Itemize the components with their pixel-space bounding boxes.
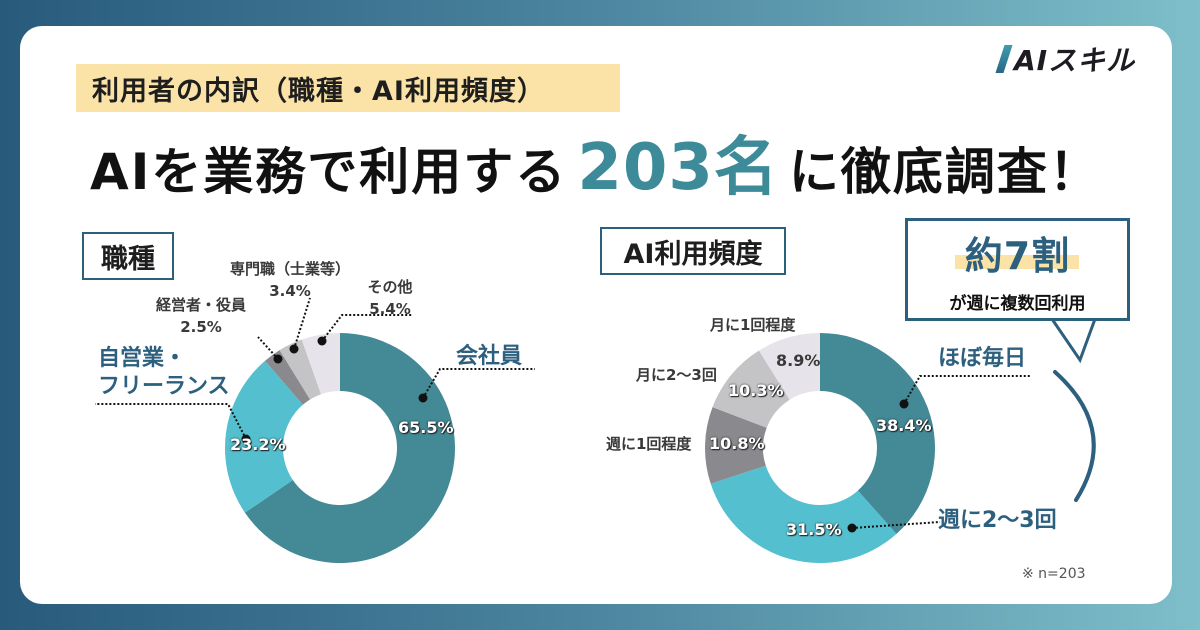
occupation-leader-lines <box>95 297 1030 529</box>
pct-weekly1: 10.8% <box>709 434 765 453</box>
label-other-pct: 5.4% <box>369 300 411 318</box>
slice-monthly1 <box>758 333 820 400</box>
label-other-name: その他 <box>367 278 413 296</box>
slice-other <box>301 333 340 395</box>
headline: AIを業務で利用する 203名 に徹底調査！ <box>90 116 1101 205</box>
slice-pro <box>279 339 322 400</box>
callout-tail <box>1050 318 1097 364</box>
slice-exec <box>265 350 311 405</box>
label-daily: ほぼ毎日 <box>938 346 1027 371</box>
label-monthly23: 月に2〜3回 <box>636 366 717 384</box>
subtitle-tag: 利用者の内訳（職種・AI利用頻度） <box>76 64 620 112</box>
label-pro: 専門職（士業等） 3.4% <box>220 258 360 302</box>
pct-weekly23: 31.5% <box>786 520 842 539</box>
pct-monthly23: 10.3% <box>728 381 784 400</box>
occupation-section-title: 職種 <box>82 232 174 280</box>
headline-pre: AIを業務で利用する <box>90 143 568 201</box>
frequency-section-title: AI利用頻度 <box>600 227 786 275</box>
slice-weekly23 <box>710 465 897 564</box>
label-exec: 経営者・役員 2.5% <box>146 294 256 338</box>
occupation-donut <box>224 333 455 563</box>
slice-weekly1 <box>705 407 767 484</box>
slice-monthly23 <box>712 350 790 428</box>
label-exec-pct: 2.5% <box>180 318 222 336</box>
callout-big-text: 約7割 <box>964 234 1071 278</box>
headline-number: 203名 <box>577 131 779 205</box>
label-weekly1: 週に1回程度 <box>606 435 692 453</box>
pct-daily: 38.4% <box>876 416 932 435</box>
label-freelance-2: フリーランス <box>98 374 230 399</box>
callout-box: 約7割 が週に複数回利用 <box>905 218 1130 321</box>
bracket-arc <box>1053 370 1096 502</box>
headline-post: に徹底調査！ <box>788 143 1101 201</box>
callout-highlight <box>955 255 1079 269</box>
label-freelance-1: 自営業・ <box>98 346 187 371</box>
label-exec-name: 経営者・役員 <box>155 296 246 314</box>
label-weekly23: 週に2〜3回 <box>938 508 1057 533</box>
brand-logo: AIスキル <box>995 42 1136 77</box>
pct-monthly1: 8.9% <box>776 351 821 370</box>
frequency-donut <box>705 333 935 564</box>
pct-freelance: 23.2% <box>230 435 286 454</box>
label-pro-pct: 3.4% <box>269 282 311 300</box>
label-company: 会社員 <box>456 344 523 369</box>
slice-daily <box>820 333 935 534</box>
slice-freelance <box>224 360 303 513</box>
label-monthly1: 月に1回程度 <box>710 316 796 334</box>
leader-dots <box>241 336 909 533</box>
label-other: その他 5.4% <box>360 276 420 320</box>
sample-size-note: ※ n=203 <box>1022 566 1086 582</box>
callout-sub-text: が週に複数回利用 <box>949 294 1086 314</box>
label-pro-name: 専門職（士業等） <box>229 260 350 278</box>
pct-company: 65.5% <box>398 418 454 437</box>
slice-company <box>244 333 455 563</box>
logo-text: AIスキル <box>1014 44 1136 77</box>
